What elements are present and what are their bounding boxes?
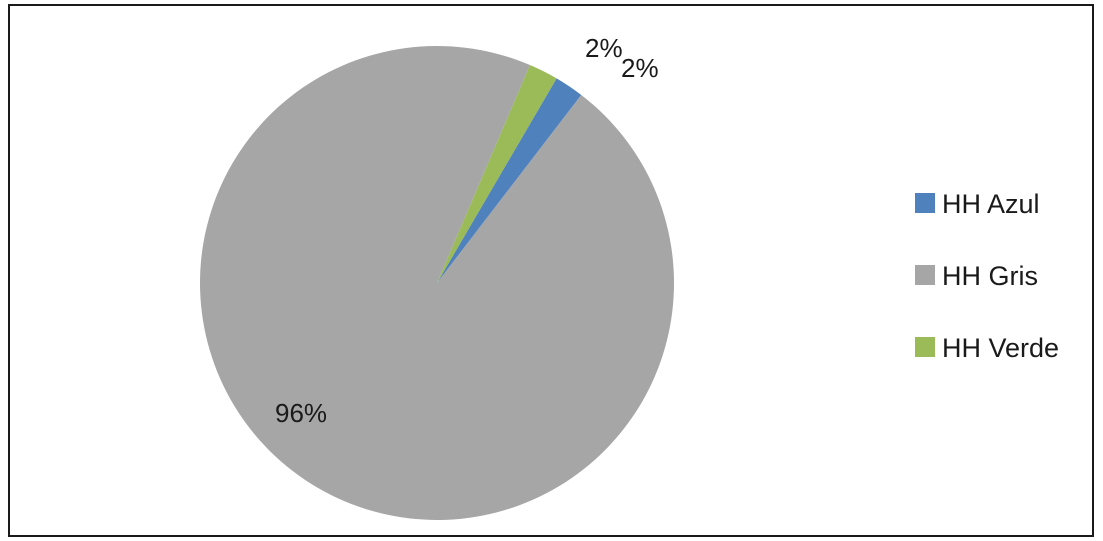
legend: HH Azul HH Gris HH Verde: [915, 189, 1059, 363]
pie-slice-hh-gris: [199, 45, 674, 520]
pie-slice-hh-verde: [437, 65, 557, 283]
data-label-hh-azul: 2%: [621, 53, 659, 83]
legend-swatch-hh-verde: [915, 337, 935, 357]
pie-slices: [199, 45, 674, 520]
legend-label-hh-verde: HH Verde: [942, 333, 1059, 363]
data-label-hh-gris: 96%: [275, 398, 327, 428]
legend-label-hh-gris: HH Gris: [942, 261, 1038, 291]
pie-slice-hh-azul: [437, 78, 582, 284]
legend-swatch-hh-azul: [915, 193, 935, 213]
pie-data-labels: 2% 96% 2%: [275, 33, 659, 428]
data-label-hh-verde: 2%: [585, 33, 623, 63]
legend-swatch-hh-gris: [915, 265, 935, 285]
legend-label-hh-azul: HH Azul: [942, 189, 1040, 219]
